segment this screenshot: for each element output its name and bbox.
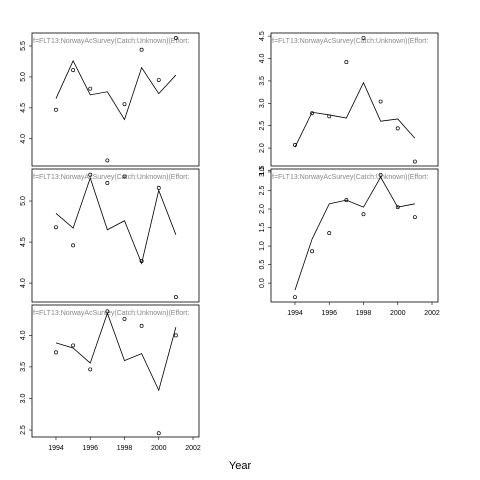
x-tick-label: 2002 [185, 445, 201, 452]
data-point [395, 126, 400, 131]
data-point [173, 35, 178, 40]
y-tick-label: 4.5 [20, 103, 27, 113]
data-point [88, 172, 93, 177]
y-tick-label: 4.0 [259, 54, 266, 64]
y-tick-label: 1.5 [259, 223, 266, 233]
data-point [54, 225, 58, 230]
y-tick-label: 1.0 [259, 241, 266, 251]
strip-label: f=FLT13:NorwayAcSurvey(Catch:Unknown)(Ef… [33, 174, 189, 181]
y-tick-label: 5.0 [20, 196, 27, 206]
y-tick-label: 2.0 [259, 143, 266, 153]
x-axis-label: Year [229, 460, 252, 472]
y-tick-label: 2.5 [20, 425, 27, 435]
x-tick-label: 1996 [82, 445, 98, 452]
y-tick-label: 4.0 [20, 278, 27, 288]
data-point [88, 86, 93, 91]
y-tick-label: 4.0 [20, 330, 27, 340]
fitted-line [294, 176, 415, 291]
fitted-line [55, 176, 177, 265]
data-point [156, 78, 161, 82]
data-point [310, 111, 315, 116]
data-point [139, 47, 144, 52]
y-tick-label: 3.0 [20, 394, 27, 404]
fitted-line [294, 81, 416, 148]
data-point [71, 343, 76, 348]
y-tick-label: 5.5 [20, 41, 27, 51]
data-point [156, 431, 161, 436]
y-tick-label: 3.0 [259, 167, 266, 177]
data-point [361, 35, 366, 40]
panel-frame [31, 168, 200, 303]
y-tick-label: 3.5 [259, 76, 266, 86]
data-point [88, 367, 93, 372]
x-tick-label: 2000 [151, 445, 167, 452]
data-point [293, 295, 297, 300]
data-point [310, 249, 315, 254]
y-tick-label: 5.0 [20, 72, 27, 82]
x-tick-label: 2000 [390, 310, 406, 317]
y-tick-label: 2.5 [259, 121, 266, 131]
strip-label: f=FLT13:NorwayAcSurvey(Catch:Unknown)(Ef… [33, 310, 189, 317]
x-tick-label: 1994 [287, 310, 303, 317]
y-tick-label: 3.5 [20, 362, 27, 372]
data-point [361, 212, 366, 217]
data-point [122, 174, 127, 179]
x-tick-label: 1998 [356, 310, 372, 317]
x-tick-label: 1996 [321, 310, 337, 317]
panel-frame [31, 32, 200, 167]
y-tick-label: 2.5 [259, 186, 266, 196]
data-point [105, 181, 110, 185]
y-tick-label: 4.5 [259, 31, 266, 41]
x-tick-label: 1998 [117, 445, 133, 452]
data-point [378, 99, 383, 104]
y-tick-label: 4.0 [20, 134, 27, 144]
data-point [122, 316, 127, 321]
data-point [173, 333, 178, 338]
data-point [139, 323, 144, 328]
data-point [54, 350, 58, 355]
data-point [344, 60, 349, 65]
y-tick-label: 2.0 [259, 204, 266, 214]
data-point [54, 107, 58, 112]
data-point [412, 159, 417, 164]
x-tick-label: 2002 [424, 310, 440, 317]
data-point [105, 158, 110, 163]
data-point [122, 102, 127, 107]
data-point [71, 243, 76, 248]
data-point [412, 215, 417, 220]
y-tick-label: 0.5 [259, 260, 266, 270]
y-tick-label: 3.0 [259, 98, 266, 108]
data-point [173, 295, 178, 300]
data-point [327, 231, 332, 236]
fitted-line [55, 312, 177, 392]
y-tick-label: 4.5 [20, 237, 27, 247]
strip-label: f=FLT13:NorwayAcSurvey(Catch:Unknown)(Ef… [272, 38, 428, 45]
strip-label: f=FLT13:NorwayAcSurvey(Catch:Unknown)(Ef… [272, 174, 428, 181]
fitted-line [55, 59, 177, 121]
strip-label: f=FLT13:NorwayAcSurvey(Catch:Unknown)(Ef… [33, 38, 189, 45]
y-tick-label: 0.0 [259, 278, 266, 288]
panel-frame [31, 304, 200, 438]
y-tick-label: 1.5 [259, 166, 266, 176]
data-point [71, 68, 76, 73]
panel-frame [270, 168, 439, 303]
panel-frame [270, 32, 439, 167]
x-tick-label: 1994 [48, 445, 64, 452]
